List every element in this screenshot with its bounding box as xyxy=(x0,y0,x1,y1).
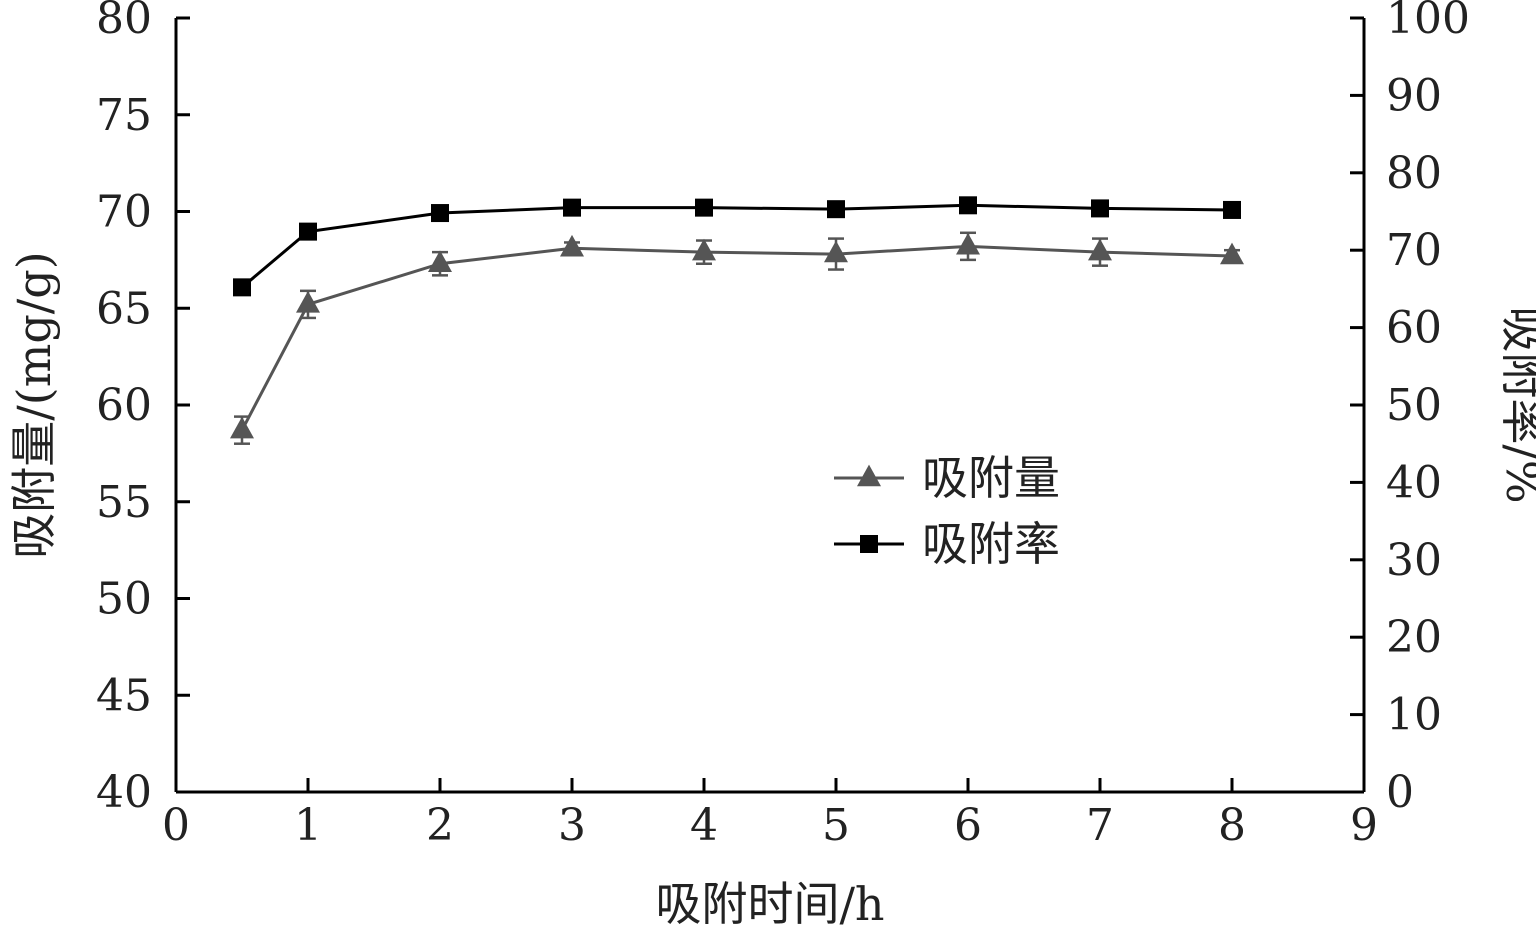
y-right-tick-label: 50 xyxy=(1386,380,1442,431)
data-point-triangle xyxy=(560,234,584,257)
y-left-tick-label: 55 xyxy=(96,477,152,528)
y-right-tick-label: 80 xyxy=(1386,148,1442,199)
y-left-tick-label: 60 xyxy=(96,380,152,431)
y-right-tick-label: 0 xyxy=(1386,767,1414,818)
series-square xyxy=(233,196,1241,297)
x-tick-label: 1 xyxy=(294,800,322,851)
data-point-square xyxy=(1223,200,1241,219)
y-right-tick-label: 20 xyxy=(1386,612,1442,663)
legend-item: 吸附率 xyxy=(834,517,1060,571)
data-point-square xyxy=(1091,199,1109,218)
y-left-tick-label: 80 xyxy=(96,0,152,44)
y-right-tick-label: 90 xyxy=(1386,70,1442,121)
y-left-tick-label: 40 xyxy=(96,767,152,818)
legend-label: 吸附量 xyxy=(922,451,1060,505)
x-tick-label: 9 xyxy=(1350,800,1378,851)
x-tick-label: 2 xyxy=(426,800,454,851)
y-right-tick-label: 10 xyxy=(1386,690,1442,741)
data-point-square xyxy=(431,204,449,223)
y-left-axis-title: 吸附量/(mg/g) xyxy=(7,251,61,558)
series-triangle xyxy=(230,231,1244,445)
data-point-square xyxy=(299,222,317,241)
data-point-square xyxy=(695,198,713,217)
legend-marker-square xyxy=(860,535,878,553)
x-tick-label: 4 xyxy=(690,800,718,851)
data-point-triangle xyxy=(428,250,452,272)
x-tick-label: 7 xyxy=(1086,800,1114,851)
data-point-triangle xyxy=(230,416,254,439)
x-tick-label: 6 xyxy=(954,800,982,851)
y-right-tick-label: 40 xyxy=(1386,457,1442,508)
y-right-axis-title: 吸附率/% xyxy=(1496,306,1536,503)
y-right-tick-label: 70 xyxy=(1386,225,1442,276)
y-left-tick-label: 70 xyxy=(96,187,152,238)
x-tick-label: 3 xyxy=(558,800,586,851)
x-tick-label: 5 xyxy=(822,800,850,851)
x-tick-label: 8 xyxy=(1218,800,1246,851)
y-right-tick-label: 60 xyxy=(1386,303,1442,354)
data-point-triangle xyxy=(296,290,320,313)
data-point-triangle xyxy=(1220,242,1244,265)
series-layer xyxy=(230,196,1244,445)
data-point-triangle xyxy=(824,240,848,263)
data-point-square xyxy=(563,198,581,217)
legend-item: 吸附量 xyxy=(834,451,1060,505)
x-tick-label: 0 xyxy=(162,800,190,851)
series-line xyxy=(241,203,1233,289)
y-right-tick-label: 100 xyxy=(1386,0,1470,44)
y-right-tick-label: 30 xyxy=(1386,535,1442,586)
y-left-tick-label: 50 xyxy=(96,574,152,625)
y-left-tick-label: 65 xyxy=(96,283,152,334)
axes xyxy=(174,18,1366,794)
data-point-square xyxy=(959,196,977,215)
data-point-square xyxy=(827,200,845,219)
legend-marker-triangle xyxy=(857,464,881,487)
data-point-square xyxy=(233,278,251,297)
x-axis-title: 吸附时间/h xyxy=(655,877,884,931)
y-left-tick-label: 75 xyxy=(96,90,152,141)
legend-label: 吸附率 xyxy=(922,517,1060,571)
ticks: 0 1 2 3 4 5 6 7 8 9404550556065707580010203040506… xyxy=(96,0,1470,851)
data-point-triangle xyxy=(692,238,716,261)
series-line xyxy=(240,244,1233,431)
data-point-triangle xyxy=(956,232,980,255)
data-point-triangle xyxy=(1088,238,1112,261)
y-left-tick-label: 45 xyxy=(96,670,152,721)
